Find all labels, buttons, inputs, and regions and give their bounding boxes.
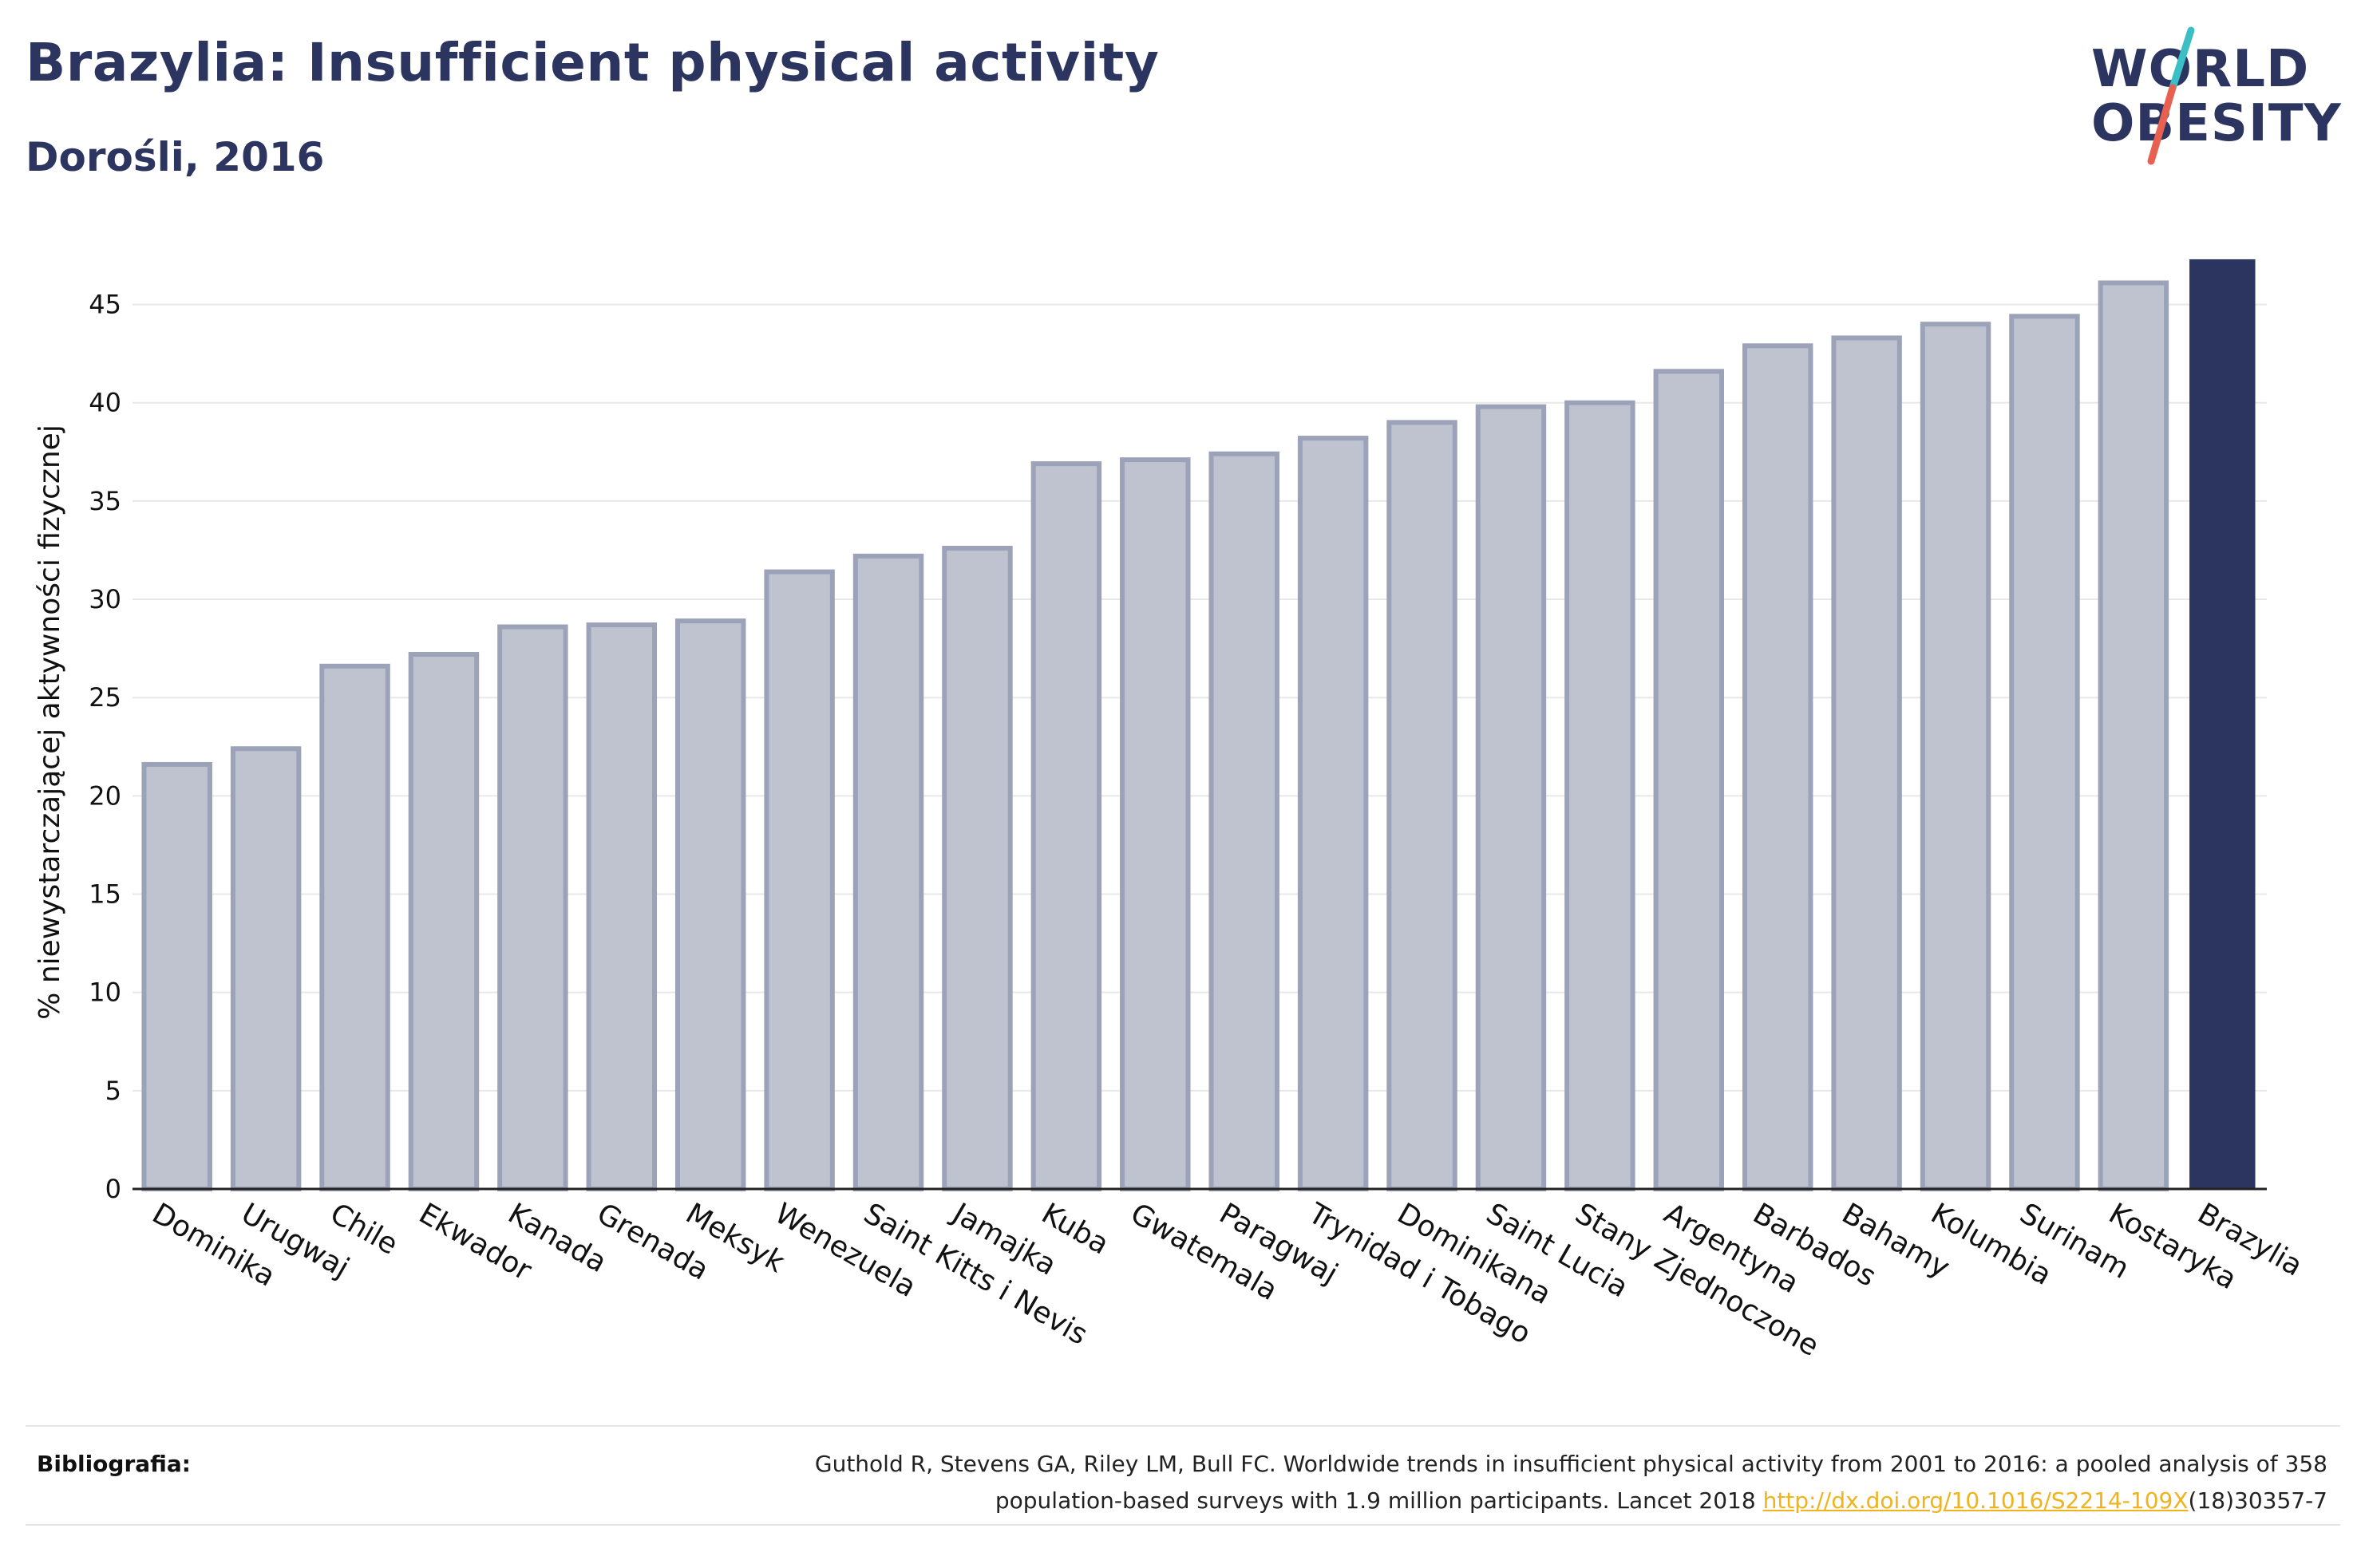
bar-argentyna [1653, 369, 1725, 1192]
bar-saint-kitts-i-nevis [852, 553, 924, 1191]
bar-wenezuela [764, 569, 835, 1191]
bar-ekwador [408, 652, 480, 1191]
bar-surinam [2009, 314, 2080, 1191]
y-tick-label: 15 [89, 879, 121, 910]
logo-line-1: WORLD [2091, 40, 2310, 99]
bar-dominika [141, 761, 212, 1191]
chart-subtitle: Dorośli, 2016 [26, 134, 325, 180]
footer-divider-bottom [26, 1524, 2340, 1526]
bar-chart: 0 5 10 15 20 25 30 35 40 45 % niewystarczającej ak… [34, 259, 2308, 1363]
bar-meksyk [674, 618, 746, 1191]
bar-urugwaj [230, 746, 302, 1191]
y-tick-label: 25 [89, 682, 121, 713]
bar-kolumbia [1920, 322, 1991, 1191]
bar-jamajka [942, 546, 1013, 1191]
y-tick-label: 40 [89, 388, 121, 418]
bar-trynidad-i-tobago [1297, 436, 1369, 1191]
y-tick-label: 45 [89, 290, 121, 320]
bar-stany-zjednoczone [1564, 400, 1635, 1192]
y-axis-label: % niewystarczającej aktywności fizycznej [34, 425, 66, 1020]
footer-divider-top [26, 1425, 2340, 1427]
bar-kanada [497, 624, 568, 1191]
bibliography-line-1: Guthold R, Stevens GA, Riley LM, Bull FC… [814, 1451, 2327, 1477]
bar-brazylia [2189, 259, 2256, 1190]
bibliography-label: Bibliografia: [37, 1451, 192, 1477]
y-tick-label: 5 [105, 1076, 121, 1106]
bar-dominikana [1386, 420, 1457, 1191]
chart-title: Brazylia: Insufficient physical activity [26, 32, 1160, 93]
world-obesity-logo: WORLD OBESITY [2075, 24, 2342, 168]
y-tick-label: 0 [105, 1174, 121, 1204]
y-tick-label: 20 [89, 780, 121, 811]
logo-slash-icon [2147, 26, 2195, 165]
bar-gwatemala [1120, 457, 1191, 1191]
doi-link[interactable]: http://dx.doi.org/10.1016/S2214-109X [1762, 1487, 2189, 1514]
bar-chile [319, 663, 390, 1191]
bibliography-line-2: population-based surveys with 1.9 millio… [995, 1487, 1763, 1514]
bar-barbados [1742, 343, 1813, 1191]
bar-kostaryka [2098, 280, 2169, 1191]
y-tick-label: 10 [89, 978, 121, 1008]
bar-bahamy [1831, 335, 1902, 1191]
bar-saint-lucia [1475, 404, 1547, 1191]
bibliography-line-2-end: (18)30357-7 [2188, 1487, 2327, 1514]
logo-line-2: OBESITY [2091, 94, 2342, 153]
bibliography-text: Guthold R, Stevens GA, Riley LM, Bull FC… [492, 1446, 2327, 1519]
y-tick-label: 30 [89, 584, 121, 614]
bar-grenada [586, 622, 658, 1191]
bar-paragwaj [1208, 451, 1279, 1191]
bar-kuba [1030, 461, 1102, 1191]
y-tick-label: 35 [89, 486, 121, 516]
